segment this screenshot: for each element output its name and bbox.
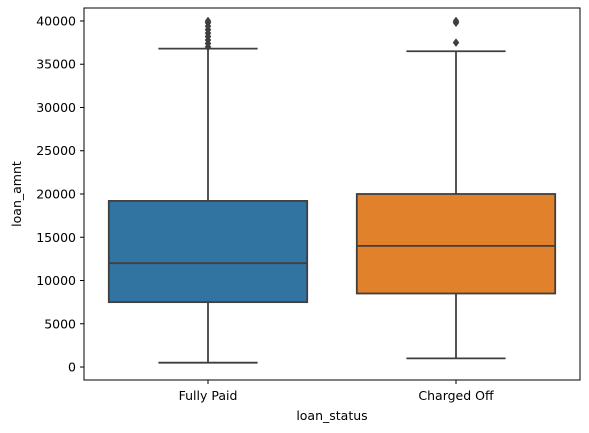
- outlier-point: [452, 16, 460, 26]
- y-tick-label: 5000: [44, 316, 76, 331]
- x-axis-ticks: Fully Paid Charged Off: [179, 380, 494, 403]
- y-tick-label: 0: [68, 360, 76, 375]
- y-axis-ticks: 0 5000 10000 15000 20000 25000 30000 35000 40000: [36, 13, 84, 375]
- y-tick-label: 35000: [36, 57, 76, 72]
- box-group-0: [107, 16, 309, 364]
- y-tick-label: 10000: [36, 273, 76, 288]
- y-tick-label: 40000: [36, 13, 76, 28]
- box-group-1: [355, 16, 557, 360]
- y-tick-label: 25000: [36, 143, 76, 158]
- outlier-point: [204, 16, 212, 26]
- x-tick-label: Charged Off: [418, 388, 494, 403]
- x-axis-label: loan_status: [296, 408, 367, 423]
- y-tick-label: 20000: [36, 187, 76, 202]
- y-tick-label: 15000: [36, 230, 76, 245]
- iqr-box: [107, 200, 309, 304]
- boxes-layer: [107, 16, 557, 364]
- y-axis-label: loan_amnt: [9, 161, 24, 227]
- x-tick-label: Fully Paid: [179, 388, 238, 403]
- outlier-point: [452, 38, 460, 48]
- y-tick-label: 30000: [36, 100, 76, 115]
- iqr-box: [355, 193, 557, 295]
